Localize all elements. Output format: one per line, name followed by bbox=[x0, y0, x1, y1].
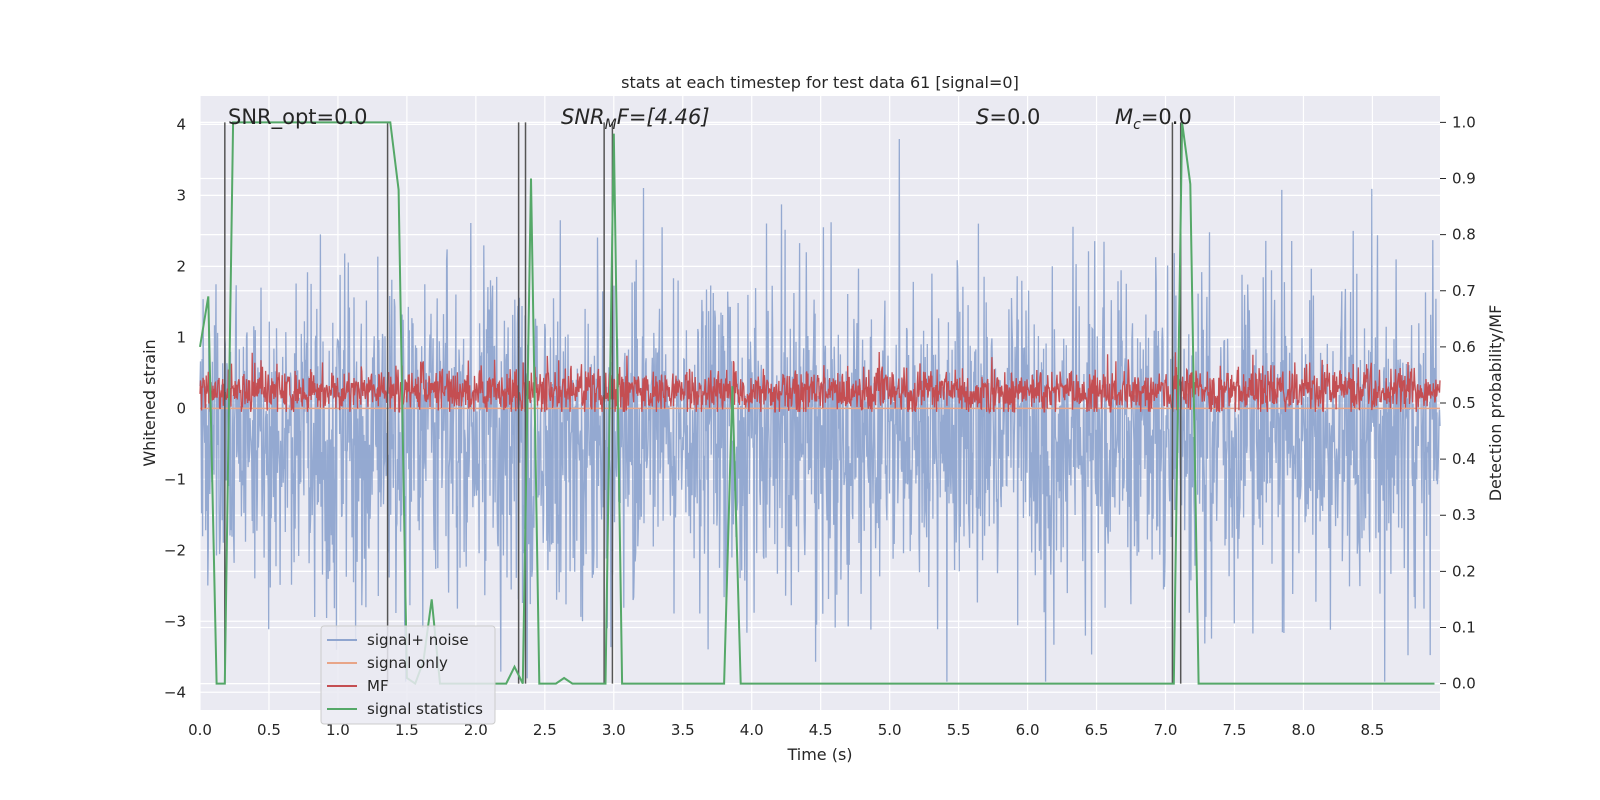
x-tick-label-14: 7.0 bbox=[1154, 721, 1178, 739]
y-right-tick-label-3: 0.7 bbox=[1452, 282, 1476, 300]
y-left-tick-label-1: 3 bbox=[176, 186, 186, 204]
legend-label-mf: MF bbox=[367, 677, 389, 695]
x-tick-label-13: 6.5 bbox=[1085, 721, 1109, 739]
x-tick-label-1: 0.5 bbox=[257, 721, 281, 739]
y-left-tick-label-3: 1 bbox=[176, 328, 186, 346]
y-axis-right-ticks: 1.0 0.9 0.8 0.7 0.6 0.5 0.4 0.3 0.2 0.1 0.0 bbox=[1440, 113, 1476, 693]
legend-label-signal-only: signal only bbox=[367, 654, 448, 672]
annotation-snr-mf: SNRMF=[4.46] bbox=[561, 105, 710, 133]
y-left-tick-label-5: −1 bbox=[164, 470, 186, 488]
x-tick-label-5: 2.5 bbox=[533, 721, 557, 739]
x-tick-label-6: 3.0 bbox=[602, 721, 626, 739]
annotation-mc-subscript: c bbox=[1133, 117, 1141, 133]
annotation-s-value: =0.0 bbox=[989, 105, 1040, 129]
y-right-tick-label-9: 0.1 bbox=[1452, 618, 1476, 636]
annotation-s: S=0.0 bbox=[976, 105, 1040, 129]
annotation-mc-symbol: M bbox=[1115, 105, 1133, 129]
y-left-tick-label-6: −2 bbox=[164, 541, 186, 559]
y-right-tick-label-0: 1.0 bbox=[1452, 113, 1476, 131]
annotation-snr-opt: SNR_opt=0.0 bbox=[228, 105, 368, 130]
annotation-snr-mf-subscript: M bbox=[605, 117, 617, 133]
x-axis-ticks: 0.0 0.5 1.0 1.5 2.0 2.5 3.0 3.5 4.0 4.5 5.0 5.5 6.0 6… bbox=[188, 721, 1384, 739]
legend-frame bbox=[320, 625, 496, 725]
x-tick-label-3: 1.5 bbox=[395, 721, 419, 739]
y-right-tick-label-6: 0.4 bbox=[1452, 450, 1476, 468]
x-axis-label: Time (s) bbox=[786, 745, 852, 764]
annotation-mc: Mc=0.0 bbox=[1115, 105, 1192, 133]
x-tick-label-10: 5.0 bbox=[878, 721, 902, 739]
x-tick-label-8: 4.0 bbox=[740, 721, 764, 739]
y-left-tick-label-2: 2 bbox=[176, 257, 186, 275]
y-axis-left-ticks: 4 3 2 1 0 −1 −2 −3 −4 bbox=[164, 115, 186, 701]
annotation-mc-value: =0.0 bbox=[1141, 105, 1192, 129]
annotation-snr-mf-value: F=[4.46] bbox=[617, 105, 710, 129]
x-tick-label-9: 4.5 bbox=[809, 721, 833, 739]
x-tick-label-4: 2.0 bbox=[464, 721, 488, 739]
y-right-tick-label-1: 0.9 bbox=[1452, 170, 1476, 188]
series-mf bbox=[199, 351, 1441, 415]
x-tick-label-7: 3.5 bbox=[671, 721, 695, 739]
y-right-tick-label-7: 0.3 bbox=[1452, 506, 1476, 524]
legend-label-signal-plus-noise: signal+ noise bbox=[367, 631, 469, 649]
y-axis-right-label: Detection probability/MF bbox=[1486, 305, 1505, 502]
x-tick-label-16: 8.0 bbox=[1292, 721, 1316, 739]
y-right-tick-label-8: 0.2 bbox=[1452, 562, 1476, 580]
legend: signal+ noise signal only MF signal stat… bbox=[320, 625, 496, 725]
x-tick-label-2: 1.0 bbox=[326, 721, 350, 739]
mf-line bbox=[199, 351, 1441, 415]
y-right-tick-label-5: 0.5 bbox=[1452, 394, 1476, 412]
y-right-tick-label-2: 0.8 bbox=[1452, 226, 1476, 244]
x-tick-label-17: 8.5 bbox=[1360, 721, 1384, 739]
y-axis-left-label: Whitened strain bbox=[140, 339, 159, 466]
y-left-tick-label-0: 4 bbox=[176, 115, 186, 133]
annotation-snr-mf-symbol: SNR bbox=[561, 105, 605, 129]
y-left-tick-label-4: 0 bbox=[176, 399, 186, 417]
y-left-tick-label-8: −4 bbox=[164, 683, 186, 701]
chart-title: stats at each timestep for test data 61 … bbox=[621, 73, 1019, 92]
x-tick-label-0: 0.0 bbox=[188, 721, 212, 739]
annotation-s-symbol: S bbox=[976, 105, 989, 129]
legend-label-signal-statistics: signal statistics bbox=[367, 700, 483, 718]
y-right-tick-label-10: 0.0 bbox=[1452, 675, 1476, 693]
x-tick-label-11: 5.5 bbox=[947, 721, 971, 739]
y-left-tick-label-7: −3 bbox=[164, 612, 186, 630]
x-tick-label-12: 6.0 bbox=[1016, 721, 1040, 739]
y-right-tick-label-4: 0.6 bbox=[1452, 338, 1476, 356]
x-tick-label-15: 7.5 bbox=[1223, 721, 1247, 739]
